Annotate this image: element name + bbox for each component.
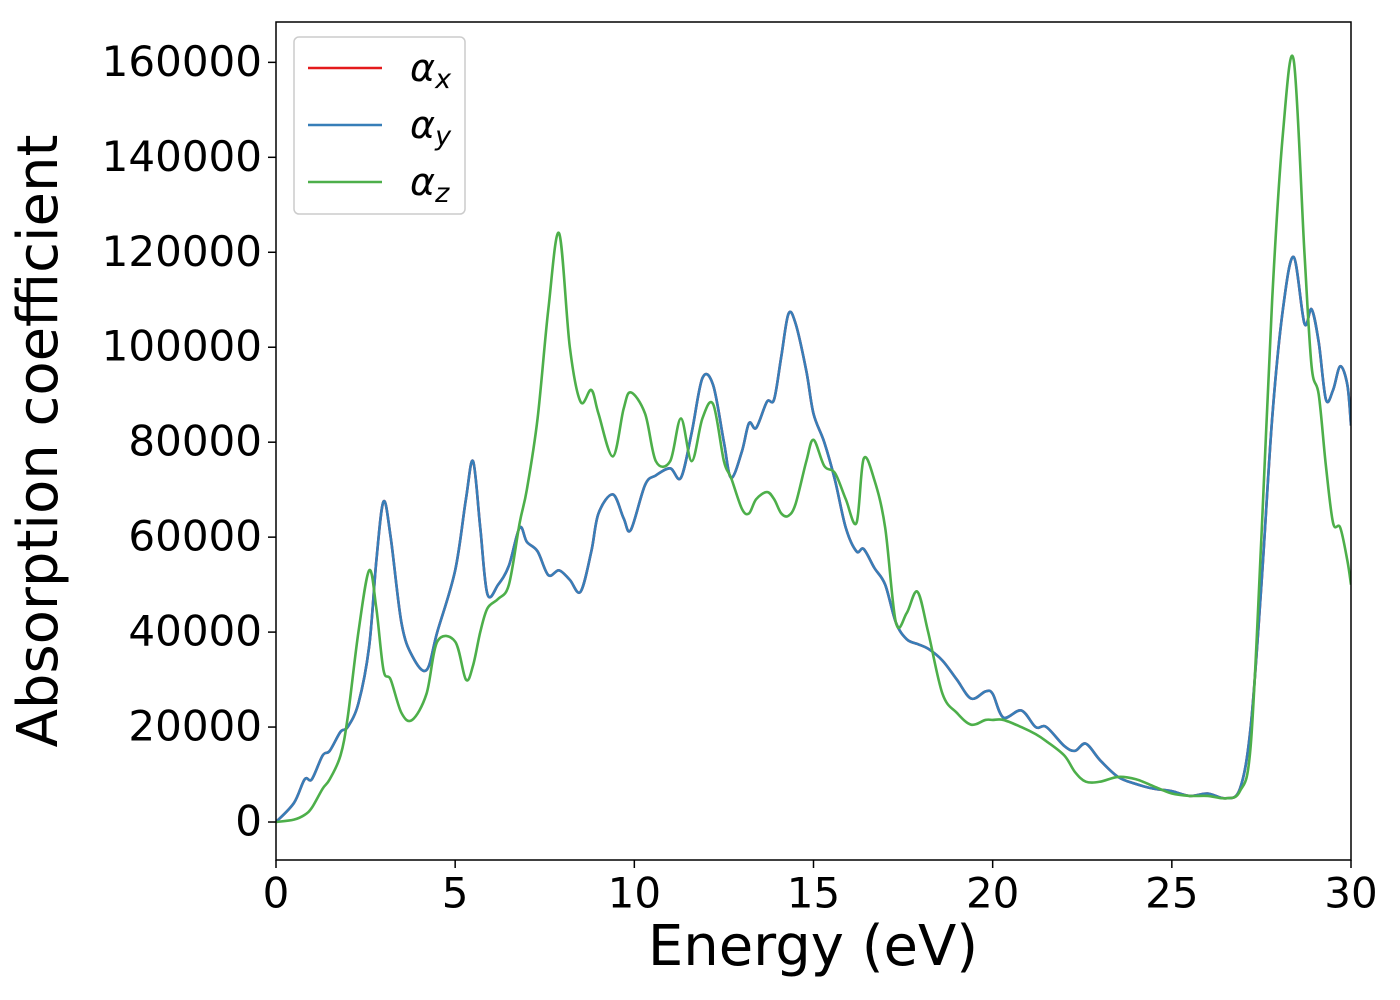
plot-frame [275,21,1352,861]
legend-label: αy [410,103,452,152]
y-tick-label: 20000 [128,702,262,751]
legend-label: αx [410,46,452,95]
y-tick-label: 80000 [128,417,262,466]
x-tick-label: 0 [263,869,290,918]
y-tick-label: 60000 [128,512,262,561]
y-axis-label: Absorption coefficient [6,135,71,748]
x-tick-label: 30 [1324,869,1377,918]
y-tick-label: 120000 [102,227,262,276]
y-tick-label: 140000 [102,132,262,181]
series-line [276,54,1351,824]
y-tick-label: 40000 [128,607,262,656]
legend-label: αz [410,160,450,209]
x-tick-label: 10 [608,869,661,918]
x-tick-label: 15 [787,869,840,918]
x-tick-label: 20 [966,869,1019,918]
x-tick-label: 25 [1145,869,1198,918]
y-tick-label: 100000 [102,322,262,371]
x-axis-label: Energy (eV) [648,914,978,979]
x-tick-label: 5 [442,869,469,918]
y-tick-label: 0 [235,797,262,846]
y-tick-label: 160000 [102,37,262,86]
